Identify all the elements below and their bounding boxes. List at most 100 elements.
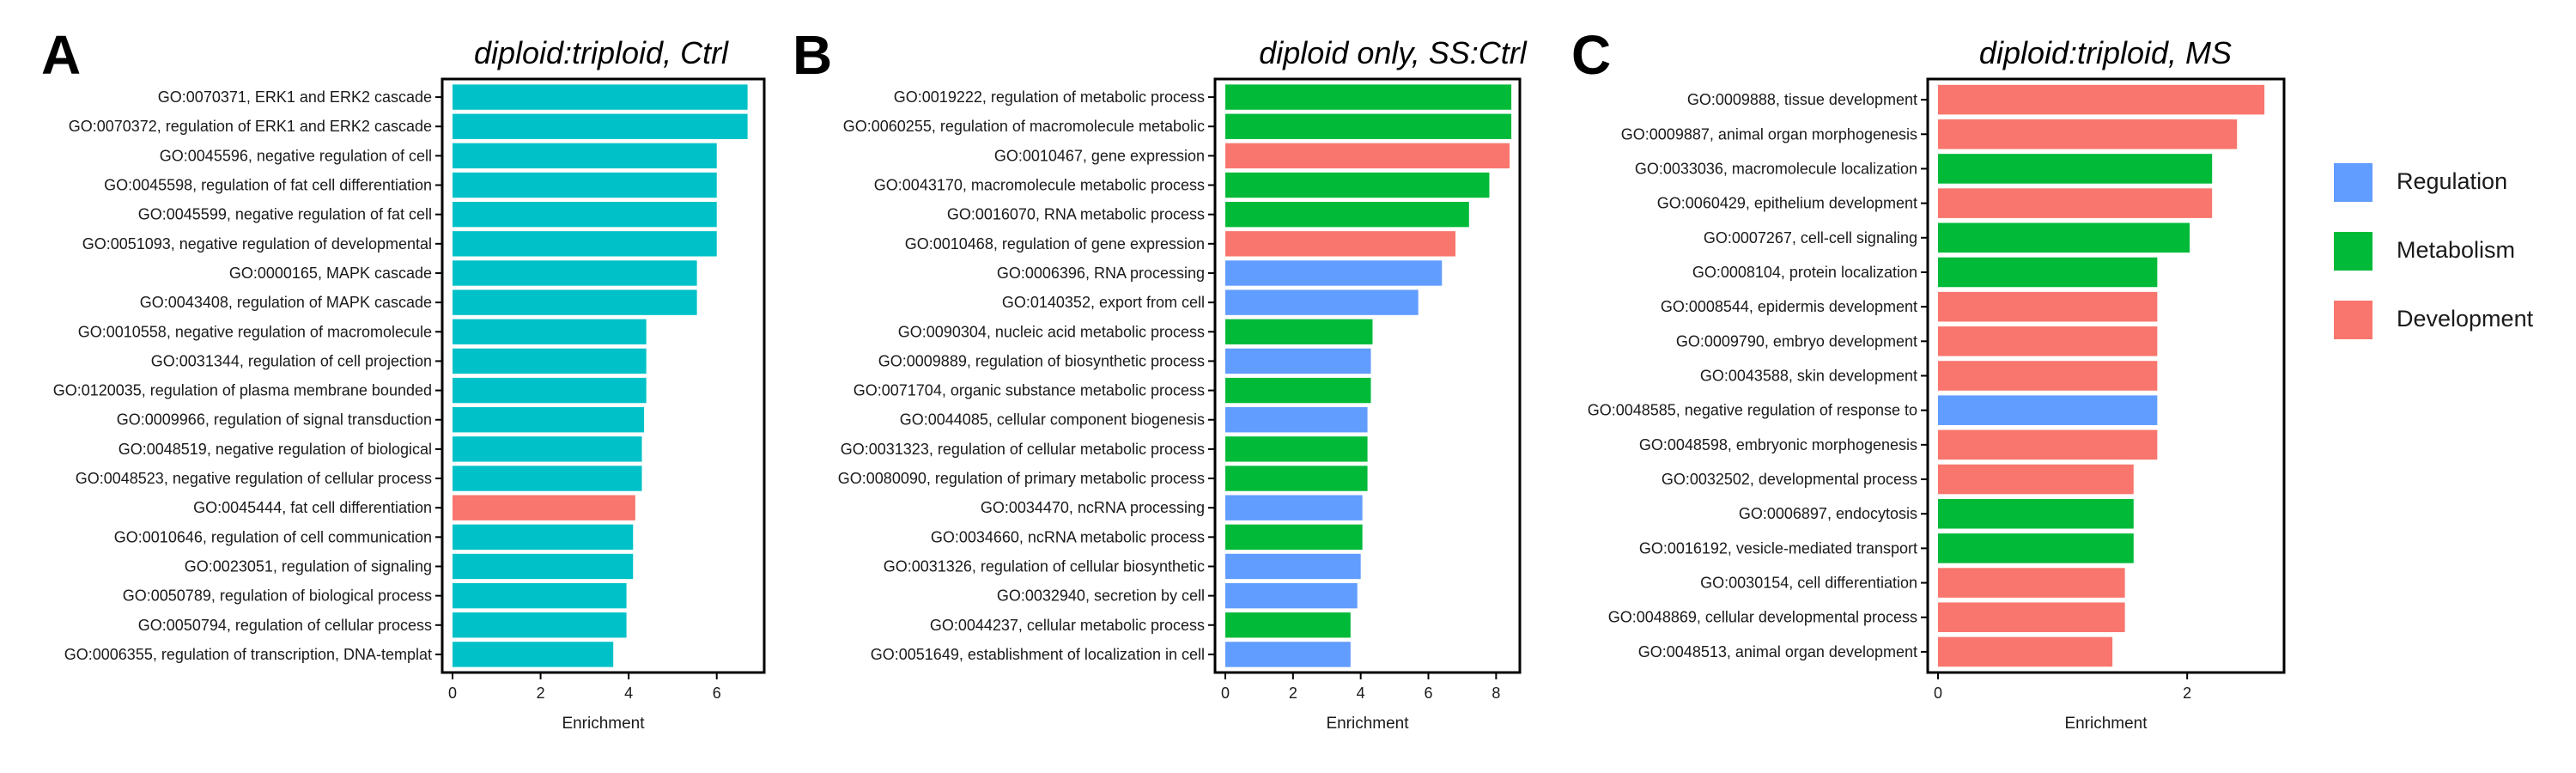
- bar: [1938, 636, 2113, 667]
- bar: [1225, 260, 1443, 286]
- bar: [1225, 495, 1363, 520]
- category-label: GO:0009887, animal organ morphogenesis: [1621, 125, 1917, 143]
- category-label: GO:0033036, macromolecule localization: [1635, 160, 1917, 177]
- category-label: GO:0032502, developmental process: [1662, 471, 1917, 488]
- category-label: GO:0045599, negative regulation of fat c…: [138, 206, 432, 223]
- x-tick-label: 2: [2183, 685, 2191, 702]
- bar: [1938, 222, 2190, 253]
- bar: [453, 466, 642, 491]
- x-tick-label: 6: [1425, 685, 1433, 702]
- category-label: GO:0048869, cellular developmental proce…: [1608, 609, 1917, 626]
- legend-swatch: [2334, 232, 2372, 271]
- category-label: GO:0080090, regulation of primary metabo…: [838, 470, 1205, 487]
- category-label: GO:0034470, ncRNA processing: [981, 499, 1205, 516]
- category-label: GO:0006897, endocytosis: [1739, 505, 1917, 522]
- bar: [1225, 466, 1368, 491]
- bar: [453, 172, 717, 198]
- bar: [1225, 377, 1371, 404]
- category-label: GO:0051093, negative regulation of devel…: [82, 235, 432, 253]
- bar: [453, 319, 647, 344]
- category-label: GO:0070371, ERK1 and ERK2 cascade: [158, 88, 432, 106]
- bar: [1938, 188, 2213, 218]
- category-label: GO:0060255, regulation of macromolecule …: [843, 118, 1205, 135]
- category-label: GO:0070372, regulation of ERK1 and ERK2 …: [69, 118, 432, 135]
- bar: [453, 495, 635, 520]
- category-label: GO:0009889, regulation of biosynthetic p…: [878, 352, 1205, 369]
- category-label: GO:0140352, export from cell: [1002, 294, 1205, 311]
- bar: [453, 642, 614, 667]
- bar: [1938, 533, 2134, 563]
- bar: [1225, 201, 1469, 228]
- category-label: GO:0048585, negative regulation of respo…: [1588, 402, 1917, 419]
- bar: [1225, 582, 1358, 609]
- bar: [453, 582, 627, 609]
- plot-frame: [440, 77, 766, 674]
- x-tick-label: 6: [713, 685, 721, 702]
- category-label: GO:0050789, regulation of biological pro…: [123, 587, 432, 605]
- category-label: GO:0034660, ncRNA metabolic process: [931, 528, 1205, 545]
- category-label: GO:0010468, regulation of gene expressio…: [905, 235, 1205, 253]
- plot-frame: [1213, 77, 1522, 674]
- category-label: GO:0071704, organic substance metabolic …: [854, 382, 1205, 399]
- x-axis-title: Enrichment: [562, 715, 645, 733]
- category-label: GO:0008544, epidermis development: [1661, 298, 1917, 315]
- bar: [1225, 642, 1351, 667]
- bar: [453, 377, 647, 404]
- bar: [453, 201, 717, 228]
- x-tick-label: 0: [1221, 685, 1230, 702]
- x-tick-label: 2: [1289, 685, 1297, 702]
- x-axis-title: Enrichment: [1326, 715, 1409, 733]
- bar: [1938, 154, 2213, 184]
- category-label: GO:0023051, regulation of signaling: [185, 557, 432, 575]
- bar: [453, 231, 717, 257]
- bar: [1225, 289, 1419, 315]
- category-label: GO:0045596, negative regulation of cell: [160, 147, 432, 164]
- bar: [1938, 361, 2158, 391]
- category-label: GO:0048598, embryonic morphogenesis: [1639, 436, 1917, 453]
- x-tick-label: 0: [448, 685, 457, 702]
- bar: [1225, 553, 1361, 580]
- category-label: GO:0031344, regulation of cell projectio…: [151, 352, 432, 369]
- bar: [1225, 172, 1490, 198]
- bar: [453, 348, 647, 374]
- legend-label: Metabolism: [2397, 237, 2515, 263]
- x-tick-label: 4: [1357, 685, 1365, 702]
- category-label: GO:0090304, nucleic acid metabolic proce…: [898, 323, 1205, 340]
- category-label: GO:0120035, regulation of plasma membran…: [53, 382, 432, 399]
- category-label: GO:0009966, regulation of signal transdu…: [117, 411, 432, 429]
- bar: [1938, 395, 2158, 425]
- bar: [1938, 464, 2134, 495]
- category-label: GO:0019222, regulation of metabolic proc…: [894, 88, 1205, 106]
- category-label: GO:0043170, macromolecule metabolic proc…: [874, 177, 1205, 194]
- bar: [1225, 84, 1512, 110]
- x-tick-label: 4: [624, 685, 633, 702]
- bar: [453, 289, 697, 315]
- category-label: GO:0032940, secretion by cell: [997, 587, 1205, 605]
- bar: [1938, 84, 2265, 115]
- category-label: GO:0044085, cellular component biogenesi…: [900, 411, 1205, 429]
- legend-label: Regulation: [2397, 168, 2507, 194]
- panel-letter: B: [793, 24, 832, 86]
- category-label: GO:0045444, fat cell differentiation: [193, 499, 432, 516]
- category-label: GO:0050794, regulation of cellular proce…: [138, 617, 432, 634]
- legend-swatch: [2334, 163, 2372, 202]
- bar: [1225, 319, 1373, 344]
- category-label: GO:0008104, protein localization: [1692, 264, 1917, 281]
- x-tick-label: 8: [1492, 685, 1500, 702]
- legend-swatch: [2334, 301, 2372, 339]
- bar: [1225, 348, 1371, 374]
- bar: [1938, 498, 2134, 529]
- category-label: GO:0051649, establishment of localizatio…: [871, 646, 1205, 663]
- legend: Regulation Metabolism Development: [2334, 163, 2534, 339]
- bar: [453, 612, 627, 638]
- bar: [1938, 568, 2125, 598]
- bar: [1938, 429, 2158, 460]
- bar: [1225, 113, 1512, 139]
- bar: [453, 553, 634, 580]
- category-label: GO:0009888, tissue development: [1687, 91, 1917, 108]
- category-label: GO:0006396, RNA processing: [997, 265, 1205, 282]
- bar: [1225, 436, 1368, 462]
